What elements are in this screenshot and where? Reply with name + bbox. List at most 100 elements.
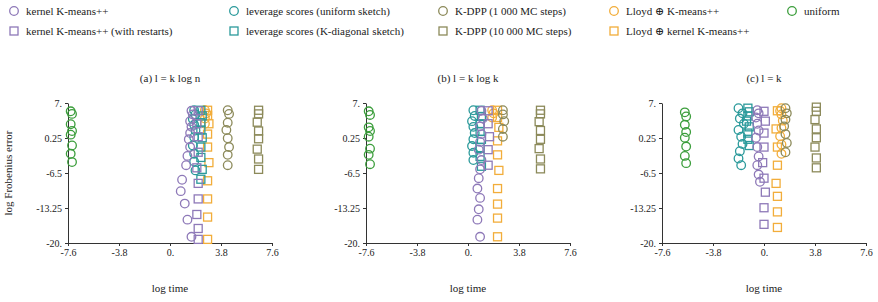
tick-label: -3.8 <box>706 247 722 258</box>
tick-label: -7.6 <box>655 247 671 258</box>
y-tick: -13.25 <box>334 203 366 214</box>
legend-item: K-DPP (10 000 MC steps) <box>439 25 572 38</box>
point <box>182 161 191 170</box>
tick-label: -20. <box>640 238 656 249</box>
legend-item: leverage scores (K-diagonal sketch) <box>230 25 404 38</box>
x-tick: -3.8 <box>112 243 128 258</box>
series <box>743 104 754 149</box>
legend-marker <box>788 7 797 16</box>
point <box>255 135 263 143</box>
point <box>535 118 543 126</box>
point <box>760 220 768 228</box>
point <box>366 160 375 169</box>
point <box>754 152 763 161</box>
legend-label: Lloyd ⊕ K-means++ <box>626 5 719 17</box>
point <box>253 145 261 153</box>
tick-mark <box>519 243 520 246</box>
point <box>225 143 234 152</box>
point <box>183 215 192 224</box>
tick-label: 0. <box>761 247 769 258</box>
points <box>66 106 262 243</box>
tick-mark <box>170 243 171 246</box>
y-tick: -20. <box>640 238 662 249</box>
tick-mark <box>363 243 366 244</box>
tick-mark <box>468 243 469 246</box>
legend-label: K-DPP (1 000 MC steps) <box>455 5 566 18</box>
point <box>476 194 485 203</box>
x-axis: -7.6-3.80.3.87.6 <box>359 243 577 258</box>
x-axis-title: log time <box>450 282 486 294</box>
panel-title: (a) l = k log n <box>140 72 201 85</box>
legend: kernel K-means++kernel K-means++ (with r… <box>10 5 840 38</box>
tick-label: -7.6 <box>359 247 375 258</box>
tick-label: -3.8 <box>410 247 426 258</box>
x-tick: -3.8 <box>706 243 722 258</box>
point <box>183 152 192 161</box>
point <box>364 151 373 160</box>
point <box>180 199 189 208</box>
point <box>255 127 263 135</box>
tick-label: 3.8 <box>809 247 822 258</box>
point <box>536 126 544 134</box>
tick-mark <box>417 243 418 246</box>
x-tick: 3.8 <box>513 243 526 258</box>
tick-label: 7.6 <box>860 247 873 258</box>
point <box>499 132 508 141</box>
point <box>682 142 691 151</box>
tick-mark <box>221 243 222 246</box>
tick-label: -6.5 <box>46 168 62 179</box>
point <box>756 178 765 187</box>
point <box>477 156 486 165</box>
x-axis-title: log time <box>746 282 782 294</box>
series <box>222 106 233 170</box>
series <box>253 106 262 173</box>
point <box>773 161 781 169</box>
series <box>494 106 503 241</box>
legend-marker <box>10 27 18 35</box>
point <box>772 179 780 187</box>
point <box>366 111 375 120</box>
point <box>494 200 502 208</box>
point <box>366 144 375 153</box>
point <box>812 164 820 172</box>
series <box>734 104 748 170</box>
point <box>752 133 761 142</box>
point <box>194 224 202 232</box>
tick-mark <box>570 243 571 246</box>
tick-label: 0.25 <box>639 133 657 144</box>
legend-label: kernel K-means++ <box>26 5 108 17</box>
tick-mark <box>764 243 765 246</box>
point <box>178 175 187 184</box>
series <box>681 108 691 167</box>
y-tick: 0.25 <box>639 133 663 144</box>
point <box>536 110 544 118</box>
tick-mark <box>659 138 662 139</box>
point <box>780 122 789 131</box>
series <box>780 104 791 157</box>
point <box>187 123 196 132</box>
tick-mark <box>363 208 366 209</box>
y-tick: -20. <box>344 238 366 249</box>
series <box>473 106 487 241</box>
point <box>255 110 263 118</box>
series <box>193 107 202 244</box>
x-axis: -7.6-3.80.3.87.6 <box>61 243 279 258</box>
point <box>682 159 691 168</box>
point <box>468 117 477 126</box>
point <box>66 130 75 139</box>
tick-mark <box>65 103 68 104</box>
legend-label: K-DPP (10 000 MC steps) <box>455 25 572 38</box>
point <box>536 155 544 163</box>
series <box>364 107 374 168</box>
point <box>68 158 77 167</box>
x-tick: -7.6 <box>61 243 77 258</box>
y-tick: -13.25 <box>630 203 662 214</box>
x-tick: 7.6 <box>860 243 873 258</box>
tick-mark <box>65 208 68 209</box>
point <box>495 166 503 174</box>
point <box>761 117 769 125</box>
panel-title: (b) l = k log k <box>438 72 499 85</box>
point <box>484 120 492 128</box>
point <box>223 151 232 160</box>
x-tick: 0. <box>167 243 175 258</box>
